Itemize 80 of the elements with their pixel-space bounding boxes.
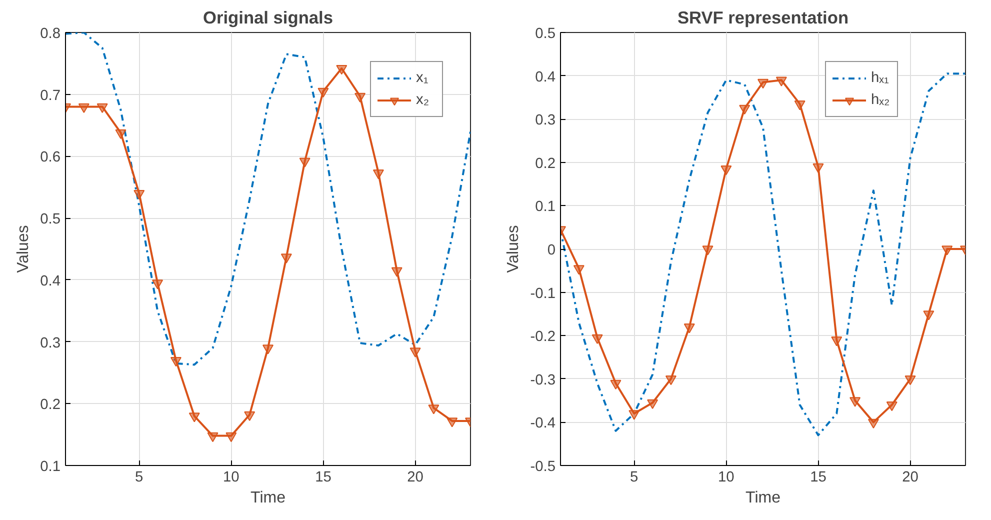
point bbox=[812, 163, 824, 174]
y-tick-label: -0.4 bbox=[530, 416, 556, 432]
point bbox=[299, 158, 310, 168]
y-tick-label: -0.3 bbox=[530, 372, 556, 388]
point bbox=[262, 344, 274, 354]
point bbox=[665, 376, 676, 386]
point bbox=[886, 401, 898, 412]
point bbox=[354, 92, 366, 102]
point bbox=[318, 88, 329, 98]
point bbox=[610, 380, 622, 390]
y-tick-label: 0.3 bbox=[535, 112, 556, 129]
chart-title: SRVF representation bbox=[677, 8, 849, 28]
y-tick-label: -0.5 bbox=[530, 459, 556, 475]
point bbox=[336, 64, 348, 75]
y-tick-label: 0.2 bbox=[40, 397, 60, 414]
point bbox=[428, 404, 440, 414]
y-tick-label: 0.7 bbox=[40, 88, 60, 104]
chart-title: Original signals bbox=[203, 8, 334, 28]
point bbox=[592, 334, 603, 344]
y-tick-label: 0 bbox=[547, 242, 556, 258]
point bbox=[226, 432, 237, 442]
point bbox=[446, 418, 458, 428]
point bbox=[188, 412, 200, 422]
point bbox=[170, 356, 182, 367]
point bbox=[207, 432, 218, 442]
point bbox=[758, 78, 768, 89]
point bbox=[720, 166, 732, 176]
point bbox=[923, 310, 934, 320]
point bbox=[684, 324, 695, 334]
y-tick-label: -0.1 bbox=[530, 286, 556, 302]
y-tick-label: 0.5 bbox=[40, 212, 60, 228]
point bbox=[904, 376, 916, 386]
legend-label: x₁ bbox=[416, 70, 430, 86]
point bbox=[391, 267, 402, 277]
x-axis-title: Time bbox=[250, 490, 286, 506]
line-series bbox=[66, 32, 470, 366]
x-tick-label: 15 bbox=[810, 470, 826, 486]
y-tick-label: 0.6 bbox=[40, 150, 60, 166]
point bbox=[942, 246, 953, 256]
x-axis-title: Time bbox=[746, 490, 781, 506]
y-axis-title: Values bbox=[15, 225, 32, 273]
point bbox=[280, 254, 292, 264]
y-axis-title: Values bbox=[505, 225, 522, 273]
point bbox=[573, 265, 584, 275]
point bbox=[647, 399, 658, 409]
point bbox=[372, 170, 384, 180]
y-tick-label: 0.5 bbox=[535, 26, 556, 42]
x-tick-label: 5 bbox=[630, 470, 638, 486]
point bbox=[794, 100, 806, 110]
point bbox=[739, 104, 750, 115]
point bbox=[410, 348, 421, 358]
point bbox=[628, 410, 640, 420]
point bbox=[831, 336, 842, 346]
x-tick-label: 20 bbox=[407, 470, 424, 486]
x-tick-label: 15 bbox=[315, 470, 332, 486]
x-tick-label: 20 bbox=[902, 470, 918, 486]
point bbox=[850, 397, 861, 407]
point bbox=[78, 103, 90, 113]
point bbox=[96, 103, 108, 113]
y-tick-label: 0.2 bbox=[535, 156, 556, 172]
point bbox=[702, 246, 714, 256]
y-tick-label: 0.1 bbox=[40, 459, 60, 475]
point bbox=[152, 280, 164, 290]
point bbox=[776, 76, 787, 86]
x-tick-label: 5 bbox=[135, 470, 144, 486]
y-tick-label: 0.3 bbox=[40, 335, 60, 352]
legend-label: hₓ₁ bbox=[871, 70, 890, 86]
point bbox=[868, 418, 879, 428]
legend-label: x₂ bbox=[416, 92, 430, 108]
x-tick-label: 10 bbox=[718, 470, 734, 486]
y-tick-label: 0.1 bbox=[535, 199, 556, 216]
point bbox=[115, 129, 126, 139]
point bbox=[134, 190, 145, 200]
legend-label: hₓ₂ bbox=[871, 92, 891, 108]
y-tick-label: 0.4 bbox=[535, 69, 556, 86]
point bbox=[244, 411, 256, 422]
y-tick-label: 0.8 bbox=[40, 26, 60, 42]
y-tick-label: 0.4 bbox=[40, 273, 60, 290]
y-tick-label: -0.2 bbox=[530, 329, 556, 346]
x-tick-label: 10 bbox=[223, 470, 240, 486]
